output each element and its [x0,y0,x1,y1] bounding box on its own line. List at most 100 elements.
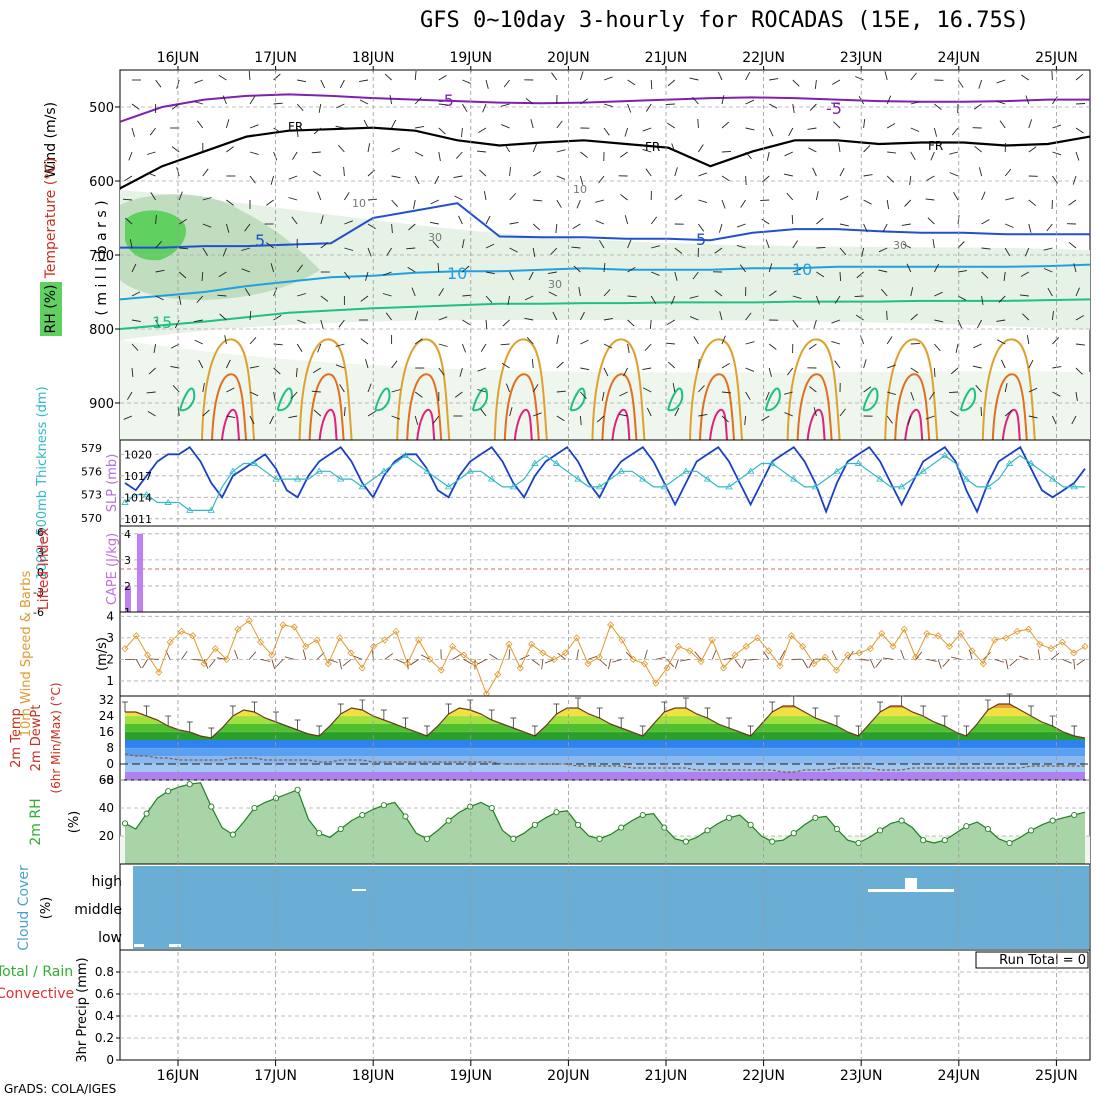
wind-barb [957,295,967,301]
wind-barb [698,385,705,393]
contour-label-minus5b: -5 [826,99,842,118]
ylabel-cloud-units: (%) [39,897,54,920]
wind-barb [996,319,1006,322]
wind-barb [745,151,752,160]
wind-barb [477,389,487,393]
wind-barb [1075,127,1084,134]
wind-barb-10m [1050,652,1060,660]
diurnal-loop-outer [884,338,939,441]
diurnal-loop-inner [416,408,436,441]
wind-barb [479,169,487,177]
wind-barb [721,95,725,105]
wind-barb [556,361,564,369]
wind-barb [667,79,676,87]
wind-barb [461,127,463,138]
wind-barb [745,71,751,81]
ylabel-convective: Convective [0,986,74,1002]
wind-barb [273,127,282,134]
diurnal-loop-teal [374,387,391,412]
wind-barb-10m [779,650,786,660]
rh-marker [877,827,884,834]
wind-barb [925,198,935,201]
wind-barb [437,262,440,273]
diurnal-loop-teal [179,387,196,412]
ylabel-rh-units: (%) [67,811,82,834]
wind-barb [745,99,754,105]
wind-barb [131,291,141,297]
wind-barb [950,367,959,375]
wind-barb [367,223,376,230]
wind-tick-label: 4 [106,609,114,623]
wind-barb [1052,96,1058,105]
wind-barb [155,214,157,225]
wind-barb [480,408,487,417]
wind-barb [480,343,487,352]
wind-barb [692,96,699,105]
wind-barb [501,124,510,129]
wind-barb [863,386,872,393]
thickness-tick-label: 576 [81,465,102,478]
wind-barb [288,415,298,419]
wind-barb-10m [655,656,666,660]
x-tick-label-bottom: 19JUN [449,1068,492,1084]
wind-barb [295,367,298,378]
wind-barb [146,391,156,394]
rh-tick-label: 40 [99,801,114,815]
wind-barb [618,413,628,417]
wind-barb [532,384,539,393]
ylabel-temp: 2m Temp [9,708,24,768]
wind-barb [784,151,793,157]
wind-barb [202,223,212,228]
contour-label-10b: 10 [792,260,812,279]
lifted-index-tick-label: -6 [33,606,44,619]
wind-barb [485,319,488,330]
wind-barb [320,242,329,249]
wind-barb [768,103,778,109]
wind-barb [834,295,841,304]
wind-barb [1028,415,1038,419]
wind-barb [689,77,699,81]
rh-marker [165,788,172,795]
cape-tick-label: 2 [124,580,131,593]
wind-barb [855,314,864,321]
thickness-marker [941,451,949,459]
wind-barb-10m [926,658,937,662]
wind-barb [651,271,660,276]
wind-barb-10m [711,649,717,660]
wind-barb [360,338,369,345]
wind-barb [273,367,281,375]
wind-barb [344,271,351,280]
rh-marker [639,811,646,819]
wind-barb [692,271,699,280]
wind-barb [816,246,826,249]
rh-marker [769,838,776,845]
rh-area [125,782,1085,864]
wind-barb [1028,146,1037,153]
wind-barb [910,72,917,81]
ylabel-wind: Wind (m/s) [43,102,59,178]
wind-barb [765,239,770,249]
wind-barb [698,172,708,177]
wind-barb [887,391,896,396]
x-tick-label-top: 25JUN [1035,50,1078,66]
wind-barb [1028,387,1038,393]
wind-barb [839,195,849,201]
wind-barb [884,71,888,81]
wind-barb [462,79,471,84]
wind-barb [1072,175,1077,185]
wind-barb-10m [208,659,216,668]
rh-marker [359,811,366,819]
wind-barb [882,223,888,233]
wind-barb [719,311,723,321]
wind-barb [934,343,941,352]
wind-barb [202,168,209,177]
wind-barb-10m [520,654,530,660]
wind-barb [391,389,401,393]
wind-barb [1024,247,1030,257]
wind-speed-marker [121,645,129,653]
rh-marker [812,814,819,821]
temp-tick-label: 32 [99,693,114,707]
wind-barb [886,415,893,424]
wind-barb [501,362,510,369]
cloud-low-label: low [98,930,122,946]
